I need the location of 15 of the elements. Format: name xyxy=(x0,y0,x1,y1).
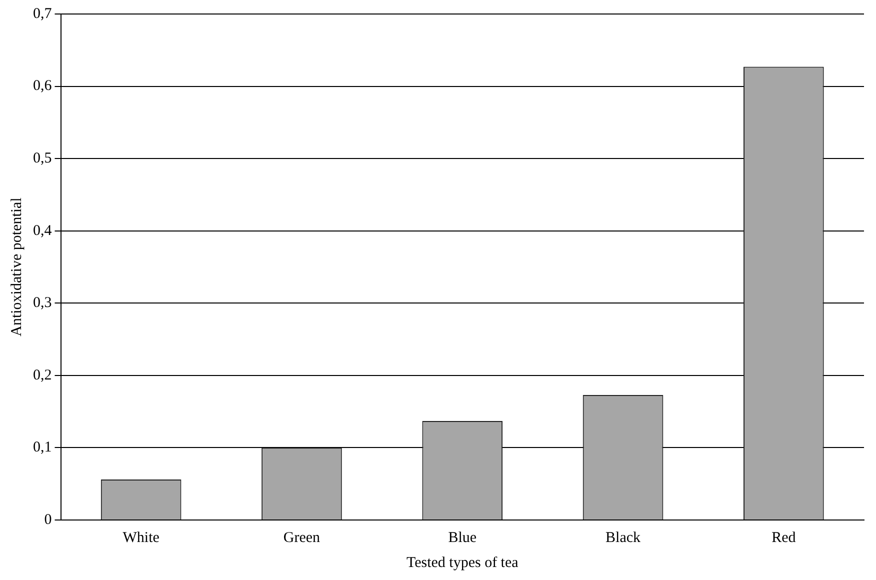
y-tick-label: 0,4 xyxy=(33,222,52,239)
y-tick-label: 0,6 xyxy=(33,78,52,94)
y-axis-title: Antioxidative potential xyxy=(8,198,25,336)
x-tick-label: Green xyxy=(283,530,321,546)
x-axis-title: Tested types of tea xyxy=(406,554,519,571)
y-tick-label: 0 xyxy=(44,512,52,528)
y-tick-label: 0,3 xyxy=(33,295,52,312)
y-tick-label: 0,2 xyxy=(33,367,52,384)
y-tick-label: 0,1 xyxy=(33,440,52,456)
y-tick-label: 0,7 xyxy=(33,6,52,22)
y-tick-label: 0,5 xyxy=(33,150,52,167)
x-tick-label: Black xyxy=(606,530,642,546)
x-tick-label: Blue xyxy=(448,530,477,546)
x-tick-label: Red xyxy=(772,530,796,546)
x-tick-label: White xyxy=(122,530,160,546)
